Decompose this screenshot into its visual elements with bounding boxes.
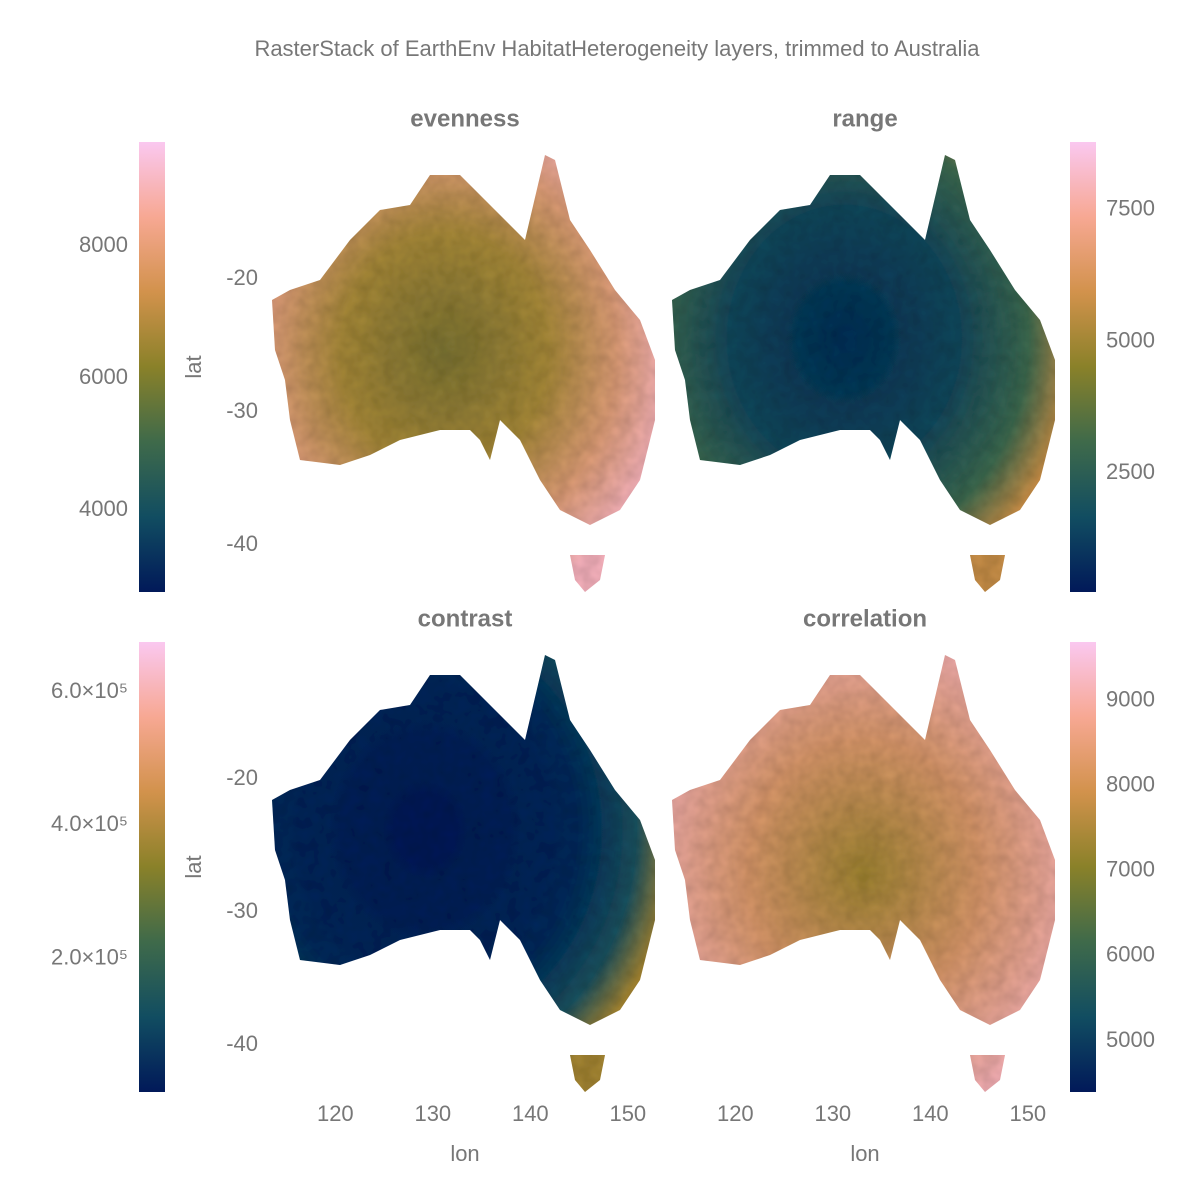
panel-title: range [832,105,897,132]
colorbar-tick-label: 7500 [1106,196,1155,221]
colorbar-tick-label: 4.0×10⁵ [51,811,128,836]
y-tick-label: -40 [226,531,258,556]
colorbar [139,142,165,592]
colorbar-tick-label: 6.0×10⁵ [51,678,128,703]
panel-title: contrast [418,605,513,632]
colorbar-tick-label: 5000 [1106,1027,1155,1052]
colorbar [139,642,165,1092]
raster-map [272,155,655,592]
colorbar-tick-label: 8000 [1106,772,1155,797]
x-tick-label: 130 [814,1101,851,1126]
colorbar-tick-label: 6000 [1106,942,1155,967]
x-tick-label: 150 [1009,1101,1046,1126]
raster-map [672,655,1055,1092]
x-axis-label: lon [450,1141,479,1166]
colorbar-tick-label: 2.0×10⁵ [51,944,128,969]
x-tick-label: 120 [317,1101,354,1126]
colorbar-tick-label: 6000 [79,364,128,389]
x-tick-label: 130 [414,1101,451,1126]
panel-title: correlation [803,605,927,632]
x-tick-label: 120 [717,1101,754,1126]
y-axis-label: lat [181,355,206,378]
y-tick-label: -30 [226,398,258,423]
colorbar-tick-label: 8000 [79,232,128,257]
x-tick-label: 140 [512,1101,549,1126]
raster-map [672,155,1055,592]
colorbar-tick-label: 2500 [1106,459,1155,484]
figure-title: RasterStack of EarthEnv HabitatHeterogen… [254,36,980,61]
x-axis-label: lon [850,1141,879,1166]
y-tick-label: -20 [226,265,258,290]
panel-title: evenness [410,105,519,132]
x-tick-label: 140 [912,1101,949,1126]
y-axis-label: lat [181,855,206,878]
raster-map [272,655,655,1092]
colorbar-tick-label: 5000 [1106,327,1155,352]
colorbar-tick-label: 9000 [1106,687,1155,712]
colorbar-tick-label: 4000 [79,496,128,521]
x-tick-label: 150 [609,1101,646,1126]
colorbar [1070,642,1096,1092]
y-tick-label: -40 [226,1031,258,1056]
y-tick-label: -30 [226,898,258,923]
y-tick-label: -20 [226,765,258,790]
colorbar-tick-label: 7000 [1106,857,1155,882]
colorbar [1070,142,1096,592]
